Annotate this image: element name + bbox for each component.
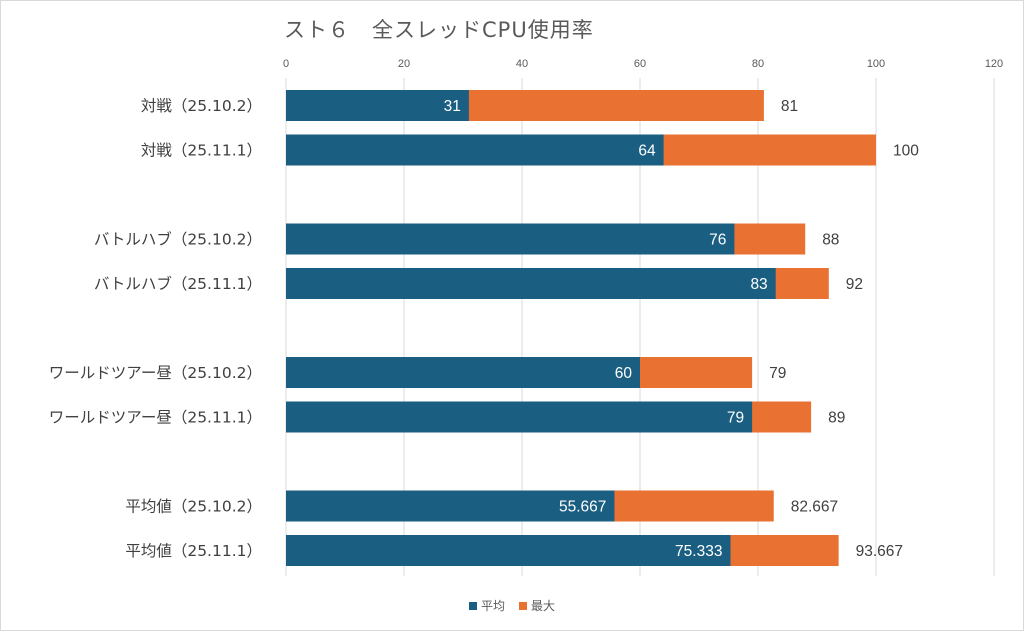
data-label-max: 88 — [822, 232, 839, 249]
bar-average — [286, 401, 753, 433]
category-label: バトルハブ（25.11.1） — [94, 274, 262, 293]
legend-swatch-average — [468, 601, 477, 610]
category-label: 平均値（25.11.1） — [125, 542, 262, 560]
data-label-average: 55.667 — [559, 499, 606, 516]
legend-label-average: 平均 — [480, 599, 505, 613]
data-label-average: 75.333 — [675, 543, 722, 560]
category-label: 平均値（25.10.2） — [125, 498, 262, 516]
data-label-average: 60 — [615, 365, 633, 382]
x-tick-label: 40 — [516, 58, 528, 70]
x-tick-label: 60 — [634, 58, 646, 70]
category-label: 対戦（25.10.2） — [141, 97, 262, 115]
legend: 平均 最大 — [0, 597, 1024, 614]
category-label: ワールドツアー昼（25.10.2） — [49, 364, 262, 382]
legend-label-max: 最大 — [531, 599, 556, 613]
data-label-max: 93.667 — [856, 543, 903, 560]
bar-average — [286, 490, 615, 522]
category-label: ワールドツアー昼（25.11.1） — [49, 409, 262, 427]
category-label: 対戦（25.11.1） — [141, 142, 262, 160]
bar-average — [286, 357, 640, 388]
legend-item-average[interactable]: 平均 — [468, 597, 505, 614]
bar-average — [286, 535, 731, 566]
category-label: バトルハブ（25.10.2） — [94, 230, 262, 249]
bar-average — [286, 268, 776, 299]
x-tick-label: 20 — [398, 58, 410, 70]
data-label-average: 31 — [444, 98, 461, 115]
data-label-max: 82.667 — [791, 499, 838, 516]
bar-average — [286, 223, 735, 255]
legend-swatch-max — [519, 601, 527, 610]
data-label-max: 100 — [893, 143, 919, 160]
data-label-max: 92 — [846, 276, 863, 293]
data-label-average: 79 — [727, 410, 744, 427]
data-label-average: 76 — [709, 232, 726, 249]
chart-title: スト６ 全スレッドCPU使用率 — [284, 18, 594, 42]
data-label-max: 81 — [781, 98, 798, 115]
data-label-max: 89 — [828, 410, 845, 427]
x-tick-label: 0 — [283, 58, 289, 70]
data-label-average: 64 — [638, 143, 656, 160]
x-tick-label: 100 — [867, 58, 885, 70]
bar-average — [286, 134, 664, 166]
data-label-average: 83 — [750, 276, 767, 293]
bar-average — [286, 90, 469, 121]
legend-item-max[interactable]: 最大 — [519, 597, 555, 614]
data-label-max: 79 — [769, 365, 786, 382]
x-tick-label: 80 — [752, 58, 764, 70]
x-tick-label: 120 — [985, 58, 1003, 70]
